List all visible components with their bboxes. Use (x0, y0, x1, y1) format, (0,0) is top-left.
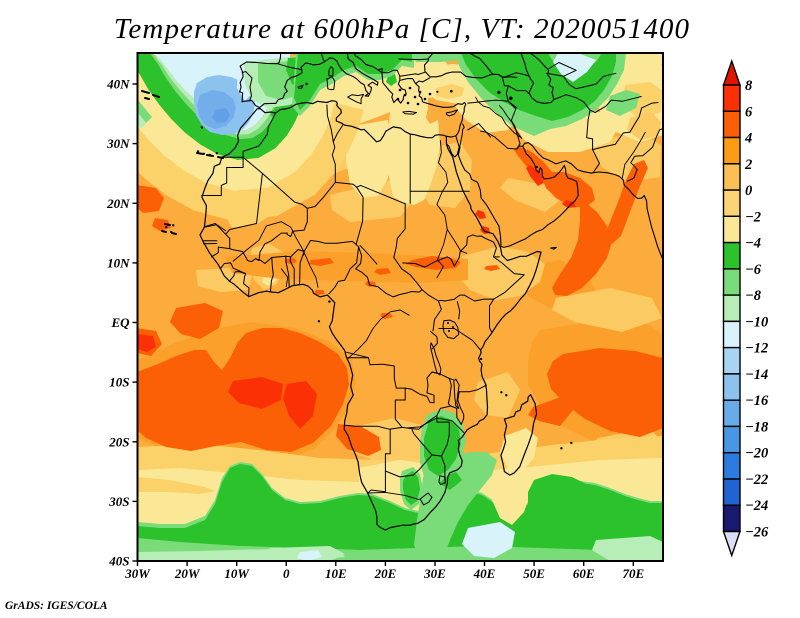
svg-text:30S: 30S (108, 494, 129, 509)
svg-text:0: 0 (745, 183, 752, 199)
svg-text:GrADS: IGES/COLA: GrADS: IGES/COLA (5, 600, 108, 612)
svg-text:EQ: EQ (110, 315, 130, 330)
svg-text:−18: −18 (745, 419, 769, 435)
svg-text:40S: 40S (108, 554, 129, 569)
svg-text:40N: 40N (106, 77, 130, 92)
svg-text:60E: 60E (573, 566, 595, 581)
svg-text:30E: 30E (423, 566, 446, 581)
svg-text:20S: 20S (108, 434, 129, 449)
svg-text:50E: 50E (523, 566, 545, 581)
svg-text:Temperature at 600hPa [C], VT:: Temperature at 600hPa [C], VT: 202005140… (114, 13, 690, 45)
svg-text:30W: 30W (124, 566, 151, 581)
svg-text:10W: 10W (224, 566, 250, 581)
svg-text:−20: −20 (745, 446, 768, 462)
svg-text:30N: 30N (106, 136, 130, 151)
svg-text:−22: −22 (745, 472, 768, 488)
svg-text:−4: −4 (745, 236, 761, 252)
svg-text:−2: −2 (745, 209, 761, 225)
svg-text:20W: 20W (174, 566, 201, 581)
svg-text:−10: −10 (745, 314, 768, 330)
svg-text:10N: 10N (107, 255, 130, 270)
svg-text:0: 0 (283, 566, 290, 581)
svg-text:20N: 20N (106, 196, 130, 211)
svg-text:2: 2 (744, 157, 752, 173)
svg-text:−16: −16 (745, 393, 769, 409)
svg-text:40E: 40E (473, 566, 496, 581)
svg-text:4: 4 (744, 131, 752, 147)
svg-text:70E: 70E (622, 566, 644, 581)
svg-text:10E: 10E (325, 566, 347, 581)
svg-text:8: 8 (745, 78, 753, 94)
svg-text:−12: −12 (745, 341, 768, 357)
svg-text:−24: −24 (745, 498, 768, 514)
svg-text:−6: −6 (745, 262, 762, 278)
svg-text:−8: −8 (745, 288, 762, 304)
svg-text:6: 6 (745, 104, 753, 120)
svg-text:−14: −14 (745, 367, 768, 383)
svg-text:10S: 10S (109, 375, 129, 390)
svg-text:−26: −26 (745, 525, 769, 541)
svg-text:20E: 20E (374, 566, 397, 581)
